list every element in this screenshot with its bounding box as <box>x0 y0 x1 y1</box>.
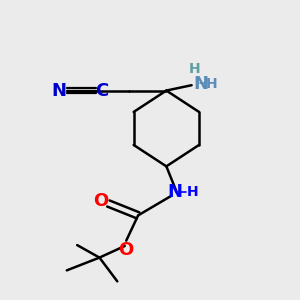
Text: N: N <box>168 183 183 201</box>
Text: H: H <box>189 62 200 76</box>
Text: N: N <box>52 82 67 100</box>
Text: O: O <box>93 192 109 210</box>
Text: H: H <box>186 185 198 199</box>
Text: C: C <box>95 82 109 100</box>
Text: H: H <box>206 77 218 91</box>
Text: O: O <box>118 241 134 259</box>
Text: N: N <box>193 75 208 93</box>
